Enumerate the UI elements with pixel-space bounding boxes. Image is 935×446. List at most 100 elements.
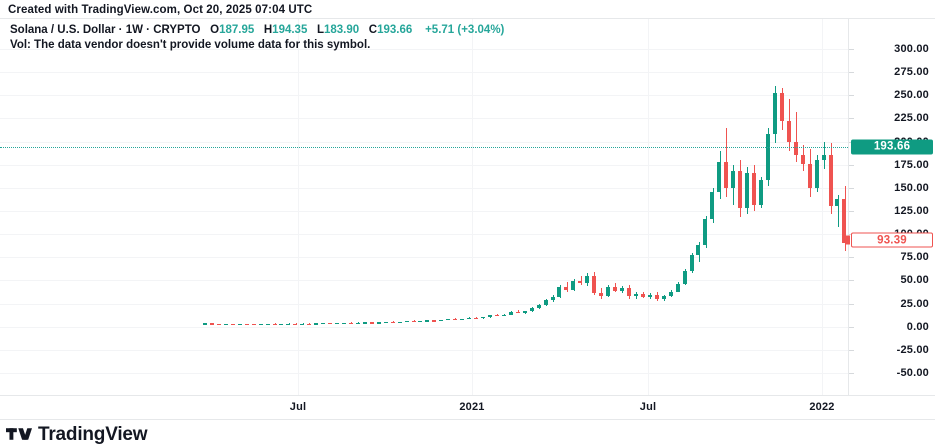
gridline-horizontal: [0, 211, 848, 212]
candle-body: [439, 320, 444, 322]
candle-body: [224, 324, 229, 326]
gridline-vertical: [648, 19, 649, 395]
candle-body: [731, 171, 736, 188]
candle-body: [599, 293, 604, 297]
legend-open-value: 187.95: [219, 24, 255, 36]
price-axis-tick: 250.00: [894, 89, 929, 102]
price-axis-tick: -25.00: [896, 343, 929, 356]
gridline-horizontal: [0, 49, 848, 50]
price-axis-tick: 25.00: [900, 297, 929, 310]
price-axis-tick-mark: [849, 118, 854, 119]
current-price-badge[interactable]: 193.66: [851, 139, 933, 155]
gridline-horizontal: [0, 142, 848, 143]
candle-body: [266, 323, 271, 325]
time-axis-tick: 2021: [459, 401, 485, 413]
candle-wick: [309, 323, 310, 324]
candle-body: [662, 296, 667, 299]
gridline-horizontal: [0, 304, 848, 305]
candle-body: [418, 321, 423, 323]
candle-body: [398, 321, 403, 323]
candle-body: [356, 322, 361, 324]
candle-body: [488, 315, 493, 318]
legend-interval: 1W: [125, 24, 143, 36]
candle-body: [314, 323, 319, 325]
candle-body: [669, 291, 674, 297]
candle-body: [606, 286, 611, 297]
candle-body: [641, 294, 646, 298]
candle-body: [648, 295, 653, 298]
candle-wick: [435, 319, 436, 321]
price-axis-tick: 150.00: [894, 181, 929, 194]
candle-body: [363, 322, 368, 324]
candle-body: [342, 322, 347, 324]
last-price-badge[interactable]: 93.39: [851, 232, 933, 248]
candle-wick: [497, 313, 498, 317]
chart-legend: Solana / U.S. Dollar · 1W · CRYPTO O187.…: [10, 23, 504, 53]
price-axis-tick: -50.00: [896, 367, 929, 379]
candle-body: [557, 286, 562, 298]
candle-body: [412, 321, 417, 323]
candle-body: [801, 154, 806, 164]
candle-body: [293, 323, 298, 325]
price-axis-tick-mark: [849, 211, 854, 212]
candle-body: [279, 323, 284, 326]
candle-body: [613, 286, 618, 291]
price-axis-tick: 300.00: [894, 43, 929, 55]
candle-body: [231, 324, 236, 326]
candle-body: [752, 173, 757, 205]
candle-body: [690, 254, 695, 272]
candle-body: [592, 275, 597, 294]
candle-body: [286, 323, 291, 325]
candle-body: [585, 275, 590, 284]
candle-body: [217, 323, 222, 326]
price-axis-tick-mark: [849, 165, 854, 166]
tradingview-logo-icon: [6, 428, 32, 440]
candle-wick: [212, 322, 213, 325]
legend-low-key: L: [316, 24, 324, 36]
legend-change: +5.71 (+3.04%): [425, 24, 505, 36]
candle-body: [425, 320, 430, 322]
candle-body: [516, 312, 521, 314]
candle-body: [829, 154, 834, 207]
candle-body: [474, 317, 479, 319]
gridline-horizontal: [0, 95, 848, 96]
candle-body: [676, 284, 681, 292]
candle-body: [203, 323, 208, 325]
price-axis-tick: 125.00: [894, 205, 929, 217]
candle-body: [745, 173, 750, 209]
price-axis-tick: 225.00: [894, 112, 929, 125]
candle-body: [780, 93, 785, 122]
candle-body: [696, 245, 701, 255]
legend-separator-1: ·: [118, 24, 123, 36]
legend-symbol: Solana / U.S. Dollar: [10, 24, 116, 36]
legend-close-key: C: [368, 24, 378, 36]
candle-body: [335, 323, 340, 325]
candle-body: [391, 321, 396, 323]
gridline-horizontal: [0, 350, 848, 351]
gridline-horizontal: [0, 72, 848, 73]
tradingview-footer-logo: TradingView: [6, 422, 148, 446]
gridline-horizontal: [0, 165, 848, 166]
candle-body: [495, 315, 500, 317]
price-axis[interactable]: 300.00275.00250.00225.00200.00175.00150.…: [845, 19, 935, 395]
candle-wick: [393, 321, 394, 323]
candle-body: [300, 323, 305, 325]
candle-wick: [372, 321, 373, 323]
candle-body: [766, 134, 771, 181]
price-axis-tick-mark: [849, 49, 854, 50]
candle-body: [432, 320, 437, 322]
chart-plot-area[interactable]: [0, 19, 848, 395]
candle-body: [509, 312, 514, 315]
price-axis-tick: 75.00: [900, 251, 929, 264]
candle-body: [808, 163, 813, 188]
candle-body: [578, 280, 583, 284]
time-axis[interactable]: Jul 2021 Jul 2022: [0, 396, 935, 420]
candle-body: [245, 324, 250, 326]
candle-body: [210, 323, 215, 325]
candle-body: [551, 297, 556, 301]
legend-high-value: 194.35: [272, 24, 308, 36]
candle-body: [349, 322, 354, 324]
candle-body: [446, 319, 451, 321]
candle-body: [502, 314, 507, 316]
tradingview-wordmark: TradingView: [38, 423, 148, 445]
